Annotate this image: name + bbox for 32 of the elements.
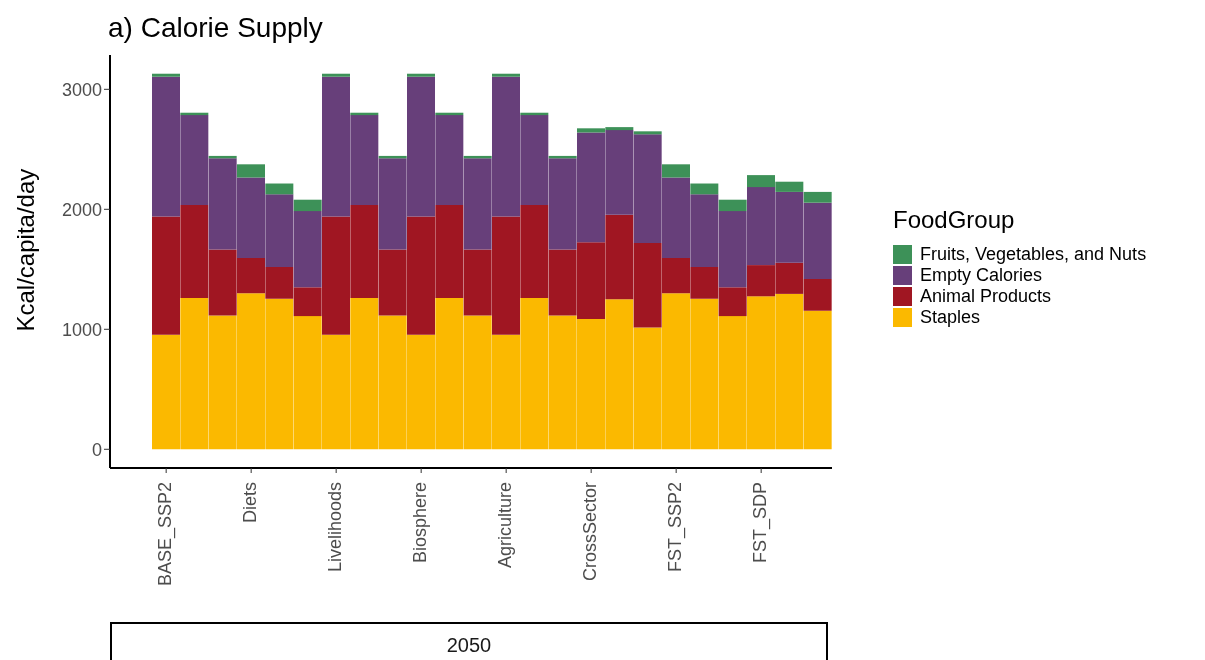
bar	[407, 73, 435, 77]
y-tick-label: 0	[91, 439, 102, 460]
bar	[322, 73, 350, 77]
bar	[492, 73, 520, 77]
text: 2050	[110, 622, 828, 660]
y-tick-label: 3000	[61, 79, 102, 100]
y-tick-label: 1000	[61, 319, 102, 340]
x-tick-label: FST_SSP2	[664, 482, 686, 573]
x-tick-label: Livelihoods	[324, 482, 345, 573]
chart-title: a) Calorie Supply	[108, 12, 323, 44]
bar	[293, 199, 322, 212]
x-tick-label: Biosphere	[409, 482, 430, 564]
y-tick-label: 2000	[61, 199, 102, 220]
x-tick-label: BASE_SSP2	[154, 482, 176, 587]
bar	[803, 191, 832, 203]
legend-label: Empty Calories	[920, 265, 1043, 286]
bar	[690, 183, 719, 195]
legend-label: Fruits, Vegetables, and Nuts	[920, 244, 1147, 265]
x-tick-label: Diets	[239, 482, 260, 524]
legend-label: Staples	[920, 307, 981, 328]
bar	[265, 183, 294, 195]
x-tick-label: FST_SDP	[749, 482, 771, 564]
bar	[662, 164, 690, 178]
x-tick-label: Agriculture	[494, 482, 515, 569]
legend-label: Animal Products	[920, 286, 1052, 307]
x-tick-label: CrossSector	[579, 482, 600, 582]
bar	[633, 131, 662, 135]
y-axis-title: Kcal/capita/day	[11, 168, 39, 332]
bar	[237, 164, 265, 178]
bar	[718, 199, 747, 212]
bar	[152, 73, 180, 77]
legend-title: FoodGroup	[893, 206, 1016, 234]
